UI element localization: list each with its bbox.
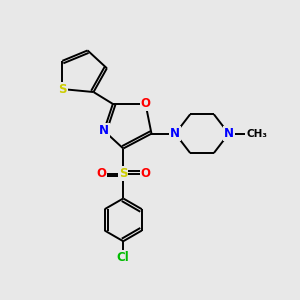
Text: N: N [99,124,109,137]
Text: S: S [119,167,128,180]
Text: N: N [170,127,180,140]
Text: N: N [224,127,234,140]
Text: S: S [58,82,67,96]
Text: CH₃: CH₃ [247,129,268,139]
Text: Cl: Cl [117,251,130,264]
Text: O: O [96,167,106,180]
Text: O: O [140,98,151,110]
Text: O: O [140,167,151,180]
